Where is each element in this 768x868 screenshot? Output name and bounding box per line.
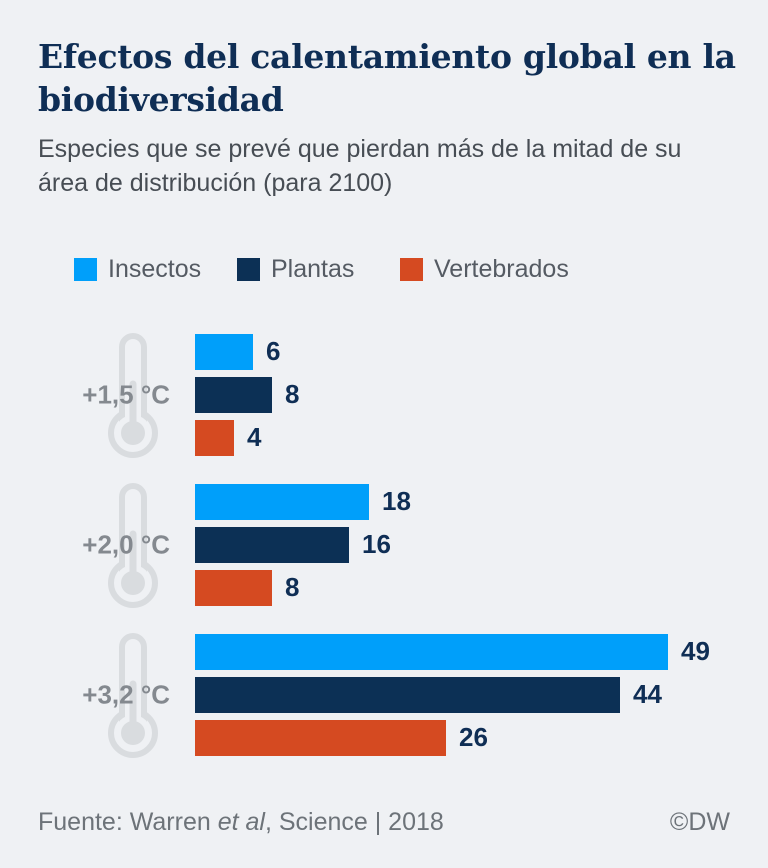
bar-row: 4 <box>195 419 730 456</box>
bar <box>195 376 272 413</box>
dw-credit: ©DW <box>669 807 730 836</box>
source-prefix: Fuente: Warren <box>38 807 218 836</box>
bar-row: 49 <box>195 633 730 670</box>
source-et-al: et al <box>217 807 265 836</box>
bar-row: 8 <box>195 569 730 606</box>
bar-value: 26 <box>459 722 488 753</box>
bar-row: 8 <box>195 376 730 413</box>
temperature-group: +3,2 °C 49 44 26 <box>38 632 730 758</box>
bar-value: 18 <box>382 486 411 517</box>
bar-rows: 6 8 4 <box>195 333 730 456</box>
bar-value: 8 <box>285 572 300 603</box>
page-title: Efectos del calentamiento global en la b… <box>38 37 736 119</box>
bar-value: 16 <box>362 529 391 560</box>
page-subtitle: Especies que se prevé que pierdan más de… <box>38 134 682 198</box>
bar <box>195 419 234 456</box>
legend-label: Insectos <box>108 254 202 283</box>
bar-row: 26 <box>195 719 730 756</box>
legend-label: Vertebrados <box>434 254 569 283</box>
bar <box>195 526 349 563</box>
chart-groups: +1,5 °C 6 8 4 +2,0 °C 18 16 <box>38 332 730 758</box>
legend-color-swatch <box>237 257 260 281</box>
source-text: Fuente: Warren et al, Science | 2018 <box>38 808 444 837</box>
bar-row: 16 <box>195 526 730 563</box>
legend-color-swatch <box>74 257 97 281</box>
bar <box>195 633 668 670</box>
footer: Fuente: Warren et al, Science | 2018 ©DW <box>38 808 730 837</box>
legend-item: Plantas <box>237 255 400 284</box>
thermometer-icon <box>108 332 158 458</box>
bar-rows: 49 44 26 <box>195 633 730 756</box>
bar <box>195 719 446 756</box>
temperature-zone: +2,0 °C <box>38 482 195 608</box>
source-suffix: , Science | 2018 <box>264 807 444 836</box>
temperature-zone: +3,2 °C <box>38 632 195 758</box>
bar-rows: 18 16 8 <box>195 483 730 606</box>
bar-value: 44 <box>633 679 662 710</box>
bar <box>195 483 369 520</box>
legend-label: Plantas <box>271 254 355 283</box>
legend-item: Insectos <box>74 255 237 284</box>
temperature-group: +2,0 °C 18 16 8 <box>38 482 730 608</box>
bar <box>195 333 253 370</box>
temperature-group: +1,5 °C 6 8 4 <box>38 332 730 458</box>
bar-value: 8 <box>285 379 300 410</box>
bar-row: 44 <box>195 676 730 713</box>
temperature-label: +2,0 °C <box>82 529 170 560</box>
thermometer-icon <box>108 632 158 758</box>
bar-value: 49 <box>681 636 710 667</box>
legend-color-swatch <box>400 257 423 281</box>
bar <box>195 569 272 606</box>
thermometer-icon <box>108 482 158 608</box>
temperature-label: +1,5 °C <box>82 379 170 410</box>
temperature-label: +3,2 °C <box>82 679 170 710</box>
bar-value: 4 <box>247 422 262 453</box>
bar <box>195 676 620 713</box>
legend-item: Vertebrados <box>400 255 569 284</box>
bar-row: 6 <box>195 333 730 370</box>
bar-row: 18 <box>195 483 730 520</box>
temperature-zone: +1,5 °C <box>38 332 195 458</box>
legend: Insectos Plantas Vertebrados <box>74 255 730 284</box>
bar-value: 6 <box>266 336 281 367</box>
